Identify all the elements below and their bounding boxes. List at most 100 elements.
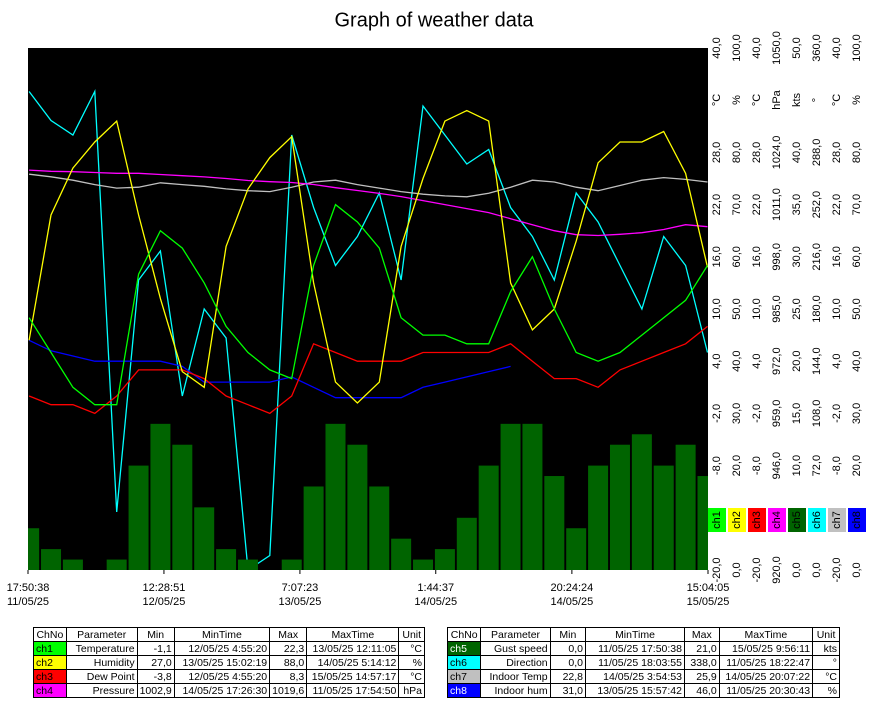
y-tick-label: 100,0 <box>851 34 863 62</box>
y-tick-label: -8,0 <box>711 456 723 475</box>
series-bar <box>325 423 346 570</box>
y-tick-label: -2,0 <box>831 404 843 423</box>
table-cell: % <box>812 683 840 698</box>
legend-label: ch2 <box>731 511 743 529</box>
legend-swatch <box>728 508 746 532</box>
y-tick-label: 15,0 <box>791 403 803 424</box>
header-cell: ChNo <box>33 627 67 642</box>
table-cell: 14/05/25 17:26:30 <box>173 683 271 698</box>
axis-unit: °C <box>751 94 763 106</box>
y-tick-label: 50,0 <box>851 298 863 319</box>
y-tick-label: 16,0 <box>831 246 843 267</box>
y-tick-label: 946,0 <box>771 452 783 480</box>
header-cell: MaxTime <box>306 627 400 642</box>
y-tick-label: 50,0 <box>791 37 803 58</box>
y-tick-label: 10,0 <box>831 298 843 319</box>
table-cell: -1,1 <box>136 641 175 656</box>
axis-unit: kts <box>791 92 803 107</box>
series-bar <box>413 559 434 570</box>
y-tick-label: 985,0 <box>771 295 783 323</box>
series-bar <box>172 444 193 570</box>
y-tick-label: 80,0 <box>731 142 743 163</box>
y-tick-label: 40,0 <box>851 350 863 371</box>
y-tick-label: 40,0 <box>831 37 843 58</box>
y-tick-label: 288,0 <box>811 139 823 167</box>
table-cell: 27,0 <box>136 655 175 670</box>
table-cell: 31,0 <box>549 683 587 698</box>
table-cell: kts <box>812 641 840 656</box>
y-tick-label: 25,0 <box>791 298 803 319</box>
series-bar <box>128 465 149 570</box>
series-bar <box>456 517 477 570</box>
y-tick-label: 35,0 <box>791 194 803 215</box>
y-tick-label: 16,0 <box>711 246 723 267</box>
table-cell: 22,3 <box>269 641 308 656</box>
y-tick-label: 28,0 <box>751 142 763 163</box>
table-row: ch6 Direction 0,0 11/05/25 18:03:55 338,0 11/… <box>446 655 840 670</box>
y-tick-label: 30,0 <box>731 403 743 424</box>
y-tick-label: 1050,0 <box>771 31 783 65</box>
y-tick-label: 28,0 <box>831 142 843 163</box>
y-tick-label: 108,0 <box>811 400 823 428</box>
axis-unit: % <box>731 95 743 105</box>
legend-swatch <box>748 508 766 532</box>
y-tick-label: 959,0 <box>771 400 783 428</box>
axis-unit: °C <box>831 94 843 106</box>
y-tick-label: 100,0 <box>731 34 743 62</box>
table-cell: 15/05/25 9:56:11 <box>718 641 814 656</box>
table-cell: 338,0 <box>684 655 720 670</box>
header-cell: Parameter <box>480 627 551 642</box>
header-cell: Max <box>684 627 720 642</box>
series-bar <box>347 444 368 570</box>
table-cell: 14/05/25 3:54:53 <box>585 669 685 684</box>
table-cell: 22,8 <box>549 669 587 684</box>
series-bar <box>500 423 521 570</box>
table-cell: °C <box>398 641 425 656</box>
series-bar <box>194 507 215 570</box>
y-tick-label: 22,0 <box>831 194 843 215</box>
stats-table: ChNo Parameter Min MinTime Max MaxTime Unit ch1… <box>33 627 425 698</box>
series-line <box>28 339 511 399</box>
legend-label: ch1 <box>711 511 723 529</box>
table-cell: Indoor hum <box>480 683 551 698</box>
axis-unit: °C <box>711 94 723 106</box>
header-cell: Unit <box>812 627 840 642</box>
series-bar <box>675 444 696 570</box>
table-cell: 46,0 <box>684 683 720 698</box>
table-cell: ch7 <box>446 669 482 684</box>
table-cell: Direction <box>480 655 551 670</box>
y-tick-label: 4,0 <box>711 354 723 369</box>
y-tick-label: -2,0 <box>711 404 723 423</box>
table-cell: 13/05/25 15:57:42 <box>585 683 685 698</box>
table-cell: ° <box>812 655 840 670</box>
header-cell: Max <box>269 627 308 642</box>
table-row: ch7 Indoor Temp 22,8 14/05/25 3:54:53 25,9 14… <box>446 669 840 684</box>
header-cell: Unit <box>398 627 425 642</box>
series-bar <box>369 486 390 570</box>
y-tick-label: 0,0 <box>811 562 823 577</box>
y-tick-label: 22,0 <box>751 194 763 215</box>
legend-swatch <box>788 508 806 532</box>
x-tick-label: 12:28:51 <box>143 582 186 594</box>
series-bar <box>150 423 171 570</box>
header-cell: Parameter <box>65 627 138 642</box>
y-tick-label: 144,0 <box>811 347 823 375</box>
table-cell: 14/05/25 20:07:22 <box>718 669 814 684</box>
y-tick-label: 60,0 <box>851 246 863 267</box>
x-tick-date: 11/05/25 <box>7 596 49 608</box>
plot-series <box>28 89 708 570</box>
table-cell: 12/05/25 4:55:20 <box>173 641 271 656</box>
series-line <box>29 169 708 237</box>
y-tick-label: 28,0 <box>711 142 723 163</box>
y-tick-label: 4,0 <box>831 354 843 369</box>
series-bar <box>544 476 565 570</box>
table-row: ch8 Indoor hum 31,0 13/05/25 15:57:42 46,0 11… <box>446 683 840 698</box>
y-tick-label: 40,0 <box>731 350 743 371</box>
table-cell: ch5 <box>446 641 482 656</box>
axis-unit: ° <box>811 98 823 102</box>
y-tick-label: 0,0 <box>791 562 803 577</box>
table-cell: % <box>398 655 425 670</box>
table-cell: -3,8 <box>136 669 175 684</box>
chart: Graph of weather data 17:50:38 11/05/25 12… <box>7 9 866 608</box>
